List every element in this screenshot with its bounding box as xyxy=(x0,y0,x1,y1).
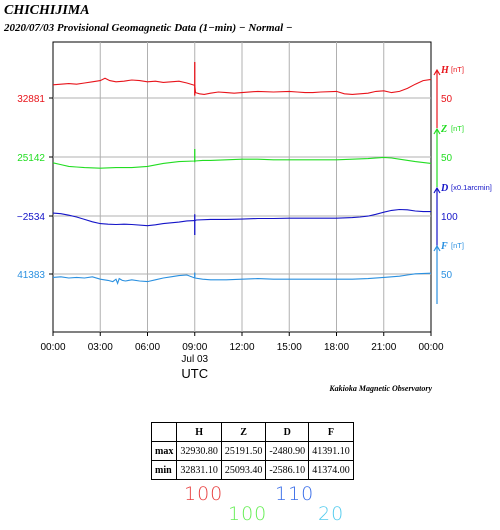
scale-unit-d: [x0.1arcmin] xyxy=(451,183,492,192)
left-value-label-z: 25142 xyxy=(17,153,45,164)
table-header-cell xyxy=(150,422,178,442)
handwritten-note-f: 20 xyxy=(318,503,345,525)
x-tick-label: 12:00 xyxy=(229,342,254,353)
table-cell: 32831.10 xyxy=(176,460,222,480)
scale-name-d: D xyxy=(440,183,448,194)
table-cell: 41391.10 xyxy=(308,441,354,461)
left-value-label-f: 41383 xyxy=(17,270,45,281)
x-tick-label: 09:00 xyxy=(182,342,207,353)
x-tick-label: 00:00 xyxy=(418,342,443,353)
table-cell: 41374.00 xyxy=(308,460,354,480)
table-cell: -2480.90 xyxy=(265,441,310,461)
table-cell: 25093.40 xyxy=(220,460,267,480)
table-cell: 32930.80 xyxy=(176,441,222,461)
x-tick-label: 18:00 xyxy=(324,342,349,353)
scale-name-h: H xyxy=(440,65,450,76)
scale-arrow-d xyxy=(433,186,441,194)
row-label-min: min xyxy=(150,460,178,480)
grid xyxy=(52,41,432,333)
scale-arrow-f xyxy=(433,244,441,252)
scale-arrow-h xyxy=(433,68,441,76)
x-tick-label: 00:00 xyxy=(40,342,65,353)
x-tick-label: 15:00 xyxy=(277,342,302,353)
table-cell: -2586.10 xyxy=(265,460,310,480)
table-header-cell: Z xyxy=(220,422,267,442)
table-row: min 32831.10 25093.40 -2586.10 41374.00 xyxy=(150,460,354,480)
series-line-h xyxy=(52,77,432,95)
scale-value-f: 50 xyxy=(441,270,453,281)
scale-name-z: Z xyxy=(440,124,447,135)
station-title: CHICHIJIMA xyxy=(4,3,90,18)
geomagnetic-chart: 00:00 03:00 06:00 09:00 12:00 15:00 18:00 21:00… xyxy=(17,41,492,381)
table-row: max 32930.80 25191.50 -2480.90 41391.10 xyxy=(150,441,354,461)
left-value-label-h: 32881 xyxy=(17,94,45,105)
max-min-table: H Z D F max 32930.80 25191.50 -2480.90 4… xyxy=(150,422,354,480)
x-tick-label: 03:00 xyxy=(88,342,113,353)
series-layer xyxy=(52,62,432,286)
handwritten-note-z: 100 xyxy=(228,503,268,525)
scale-value-z: 50 xyxy=(441,153,453,164)
handwritten-note-h: 100 xyxy=(184,483,224,505)
scale-arrow-z xyxy=(433,127,441,135)
x-tick-label: 06:00 xyxy=(135,342,160,353)
chart-subtitle: 2020/07/03 Provisional Geomagnetic Data … xyxy=(4,22,293,34)
row-label-max: max xyxy=(150,441,178,461)
series-line-d xyxy=(52,208,431,227)
scale-value-d: 100 xyxy=(441,212,458,223)
table-header-cell: H xyxy=(176,422,222,442)
table-cell: 25191.50 xyxy=(220,441,267,461)
observatory-credit: Kakioka Magnetic Observatory xyxy=(329,384,432,393)
left-value-label-d: −2534 xyxy=(17,212,46,223)
series-line-z xyxy=(52,156,432,169)
x-tick-label: 21:00 xyxy=(371,342,396,353)
x-axis-title: UTC xyxy=(181,366,208,381)
scale-unit-h: [nT] xyxy=(451,65,464,74)
scale-unit-f: [nT] xyxy=(451,241,464,250)
handwritten-note-d: 110 xyxy=(275,483,315,505)
axis-layer: 00:00 03:00 06:00 09:00 12:00 15:00 18:00 21:00… xyxy=(17,65,492,381)
scale-unit-z: [nT] xyxy=(451,124,464,133)
series-line-f xyxy=(52,272,432,286)
x-date-label: Jul 03 xyxy=(181,354,208,365)
table-header-cell: D xyxy=(265,422,310,442)
table-header-row: H Z D F xyxy=(150,422,354,442)
scale-name-f: F xyxy=(440,241,448,252)
scale-value-h: 50 xyxy=(441,94,453,105)
table-header-cell: F xyxy=(308,422,354,442)
